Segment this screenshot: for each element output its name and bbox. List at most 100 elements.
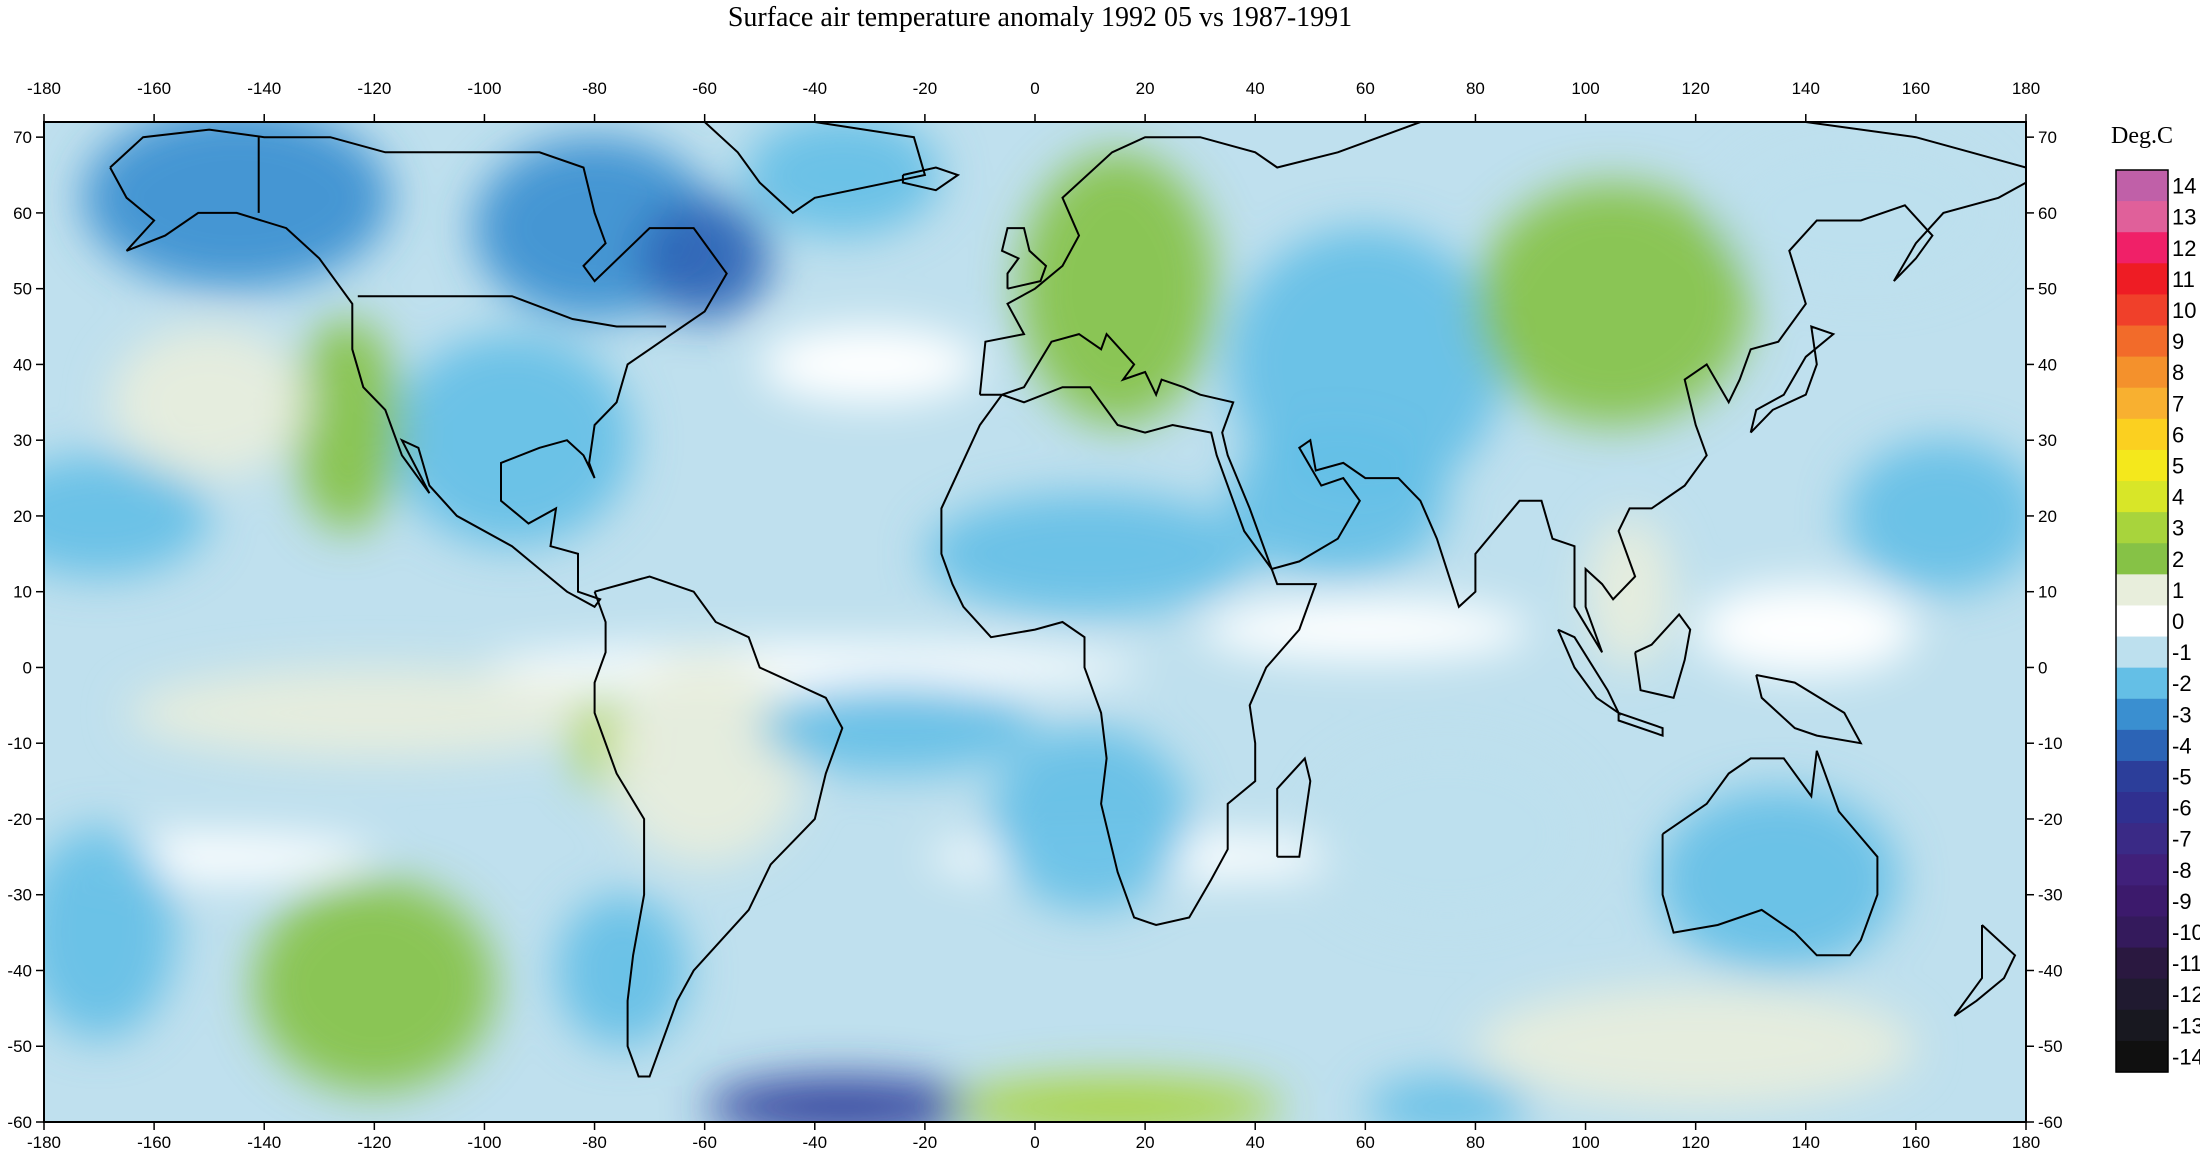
lat-tick-right: 40 [2038,355,2057,374]
colorbar-label: -13 [2172,1013,2200,1038]
lat-tick-right: 30 [2038,431,2057,450]
colorbar-swatch [2116,1009,2168,1042]
anomaly-west-us-warm [291,318,402,532]
lon-tick-top: 180 [2012,79,2040,98]
colorbar-label: 10 [2172,298,2196,323]
coastline-9 [1000,227,1048,290]
colorbar-label: 14 [2172,174,2196,199]
anomaly-layer [44,122,2026,1122]
colorbar-swatch [2116,201,2168,233]
lat-tick-right: -50 [2038,1037,2063,1056]
lon-axis-bottom: -180 -160 -140 -120 -100 -80 -60 -40 -20 0 20 40 60 8… [27,1122,2040,1152]
lat-tick-right: 70 [2038,128,2057,147]
colorbar-swatch [2116,325,2168,358]
lon-tick-bottom: -160 [137,1133,171,1152]
lat-tick-right: 60 [2038,204,2057,223]
lat-tick-left: 20 [13,507,32,526]
lon-tick-top: -140 [247,79,281,98]
colorbar-swatch [2116,356,2168,389]
colorbar-frame [2115,169,2169,1073]
colorbar-swatch [2116,263,2168,296]
lon-tick-top: -100 [467,79,501,98]
colorbar-unit: Deg.C [2111,123,2173,149]
colorbar-swatch [2116,760,2168,793]
colorbar-label: -1 [2172,640,2192,665]
coastline-7 [1661,750,1879,957]
map-panel: -180 -160 -140 -120 -100 -80 -60 -40 -20 0 20 40 60 8… [7,79,2063,1152]
lon-axis-top: -180 -160 -140 -120 -100 -80 -60 -40 -20 0 20 40 60 8… [27,79,2040,122]
colorbar-swatch [2116,885,2168,918]
lat-tick-left: 50 [13,280,32,299]
lon-tick-top: 80 [1466,79,1485,98]
lon-tick-bottom: 80 [1466,1133,1485,1152]
colorbar-label: 0 [2172,609,2184,634]
anomaly-south-africa-cold [991,727,1190,911]
anomaly-us-east-cold [390,333,633,547]
anomaly-south-pacific-cold [44,826,177,1039]
colorbar-swatch [2116,387,2168,420]
lat-tick-left: -30 [7,886,32,905]
lat-tick-right: -60 [2038,1113,2063,1132]
lat-tick-left: 10 [13,583,32,602]
colorbar-swatch [2116,1040,2168,1073]
colorbar-label: -11 [2172,951,2200,976]
lat-tick-left: -20 [7,810,32,829]
colorbar: Deg.C 14131211109876543210-1-2-3-4-5-6-7… [2111,123,2200,1073]
anomaly-pacific-20n-cold [44,455,210,577]
anomaly-indian-ocean-cold [1310,742,1586,926]
anomaly-southern-ocean-warm [1475,985,1916,1108]
lon-tick-top: -160 [137,79,171,98]
lon-tick-top: 140 [1792,79,1820,98]
lon-tick-top: -180 [27,79,61,98]
lon-tick-bottom: 20 [1136,1133,1155,1152]
colorbar-label: 6 [2172,422,2184,447]
lon-tick-bottom: 120 [1681,1133,1709,1152]
lon-tick-top: 20 [1136,79,1155,98]
coastline-15 [901,166,961,192]
colorbar-label: -4 [2172,733,2192,758]
anomaly-europe-warm [1018,151,1217,426]
colorbar-label: -12 [2172,982,2200,1007]
coastline-13 [1617,711,1664,738]
anomaly-north-pacific-cold [1844,439,2026,592]
colorbar-swatch [2116,823,2168,855]
colorbar-swatch [2116,667,2168,700]
colorbar-swatch [2116,698,2168,731]
lat-tick-left: 60 [13,204,32,223]
lon-tick-bottom: 0 [1030,1133,1039,1152]
colorbar-label: 13 [2172,205,2196,230]
lat-tick-left: 40 [13,355,32,374]
lat-tick-right: 50 [2038,280,2057,299]
coastline-3 [978,122,2026,395]
anomaly-australia-cold [1657,788,1900,971]
lat-tick-left: 70 [13,128,32,147]
anomaly-antarctic-warm-1 [952,1076,1283,1122]
coastline-14 [1755,674,1863,745]
colorbar-swatches [2116,170,2168,1073]
lon-tick-bottom: -40 [802,1133,827,1152]
lon-tick-bottom: -180 [27,1133,61,1152]
lon-tick-top: -120 [357,79,391,98]
anomaly-amazon-warm [605,651,804,865]
colorbar-label: 7 [2172,391,2184,416]
coastline-11 [1634,612,1692,699]
lat-tick-right: -10 [2038,734,2063,753]
lon-tick-top: 0 [1030,79,1039,98]
anomaly-southeast-asia-warm [1585,515,1674,668]
coastline-6 [1276,756,1312,858]
colorbar-label: 4 [2172,485,2184,510]
anomaly-south-atlantic-cold [759,682,1035,774]
lon-tick-top: 160 [1902,79,1930,98]
anomaly-arabia-cold [1227,424,1448,577]
colorbar-label: -6 [2172,796,2192,821]
colorbar-label: -14 [2172,1044,2200,1069]
coastline-4 [979,181,2026,653]
colorbar-label: 11 [2172,267,2195,292]
colorbar-swatch [2116,574,2168,607]
colorbar-label: 12 [2172,236,2196,261]
anomaly-siberia-cold [1723,136,1999,289]
map-title: Surface air temperature anomaly 1992 05 … [728,2,1352,33]
colorbar-swatch [2116,170,2168,202]
lat-tick-left: -10 [7,734,32,753]
